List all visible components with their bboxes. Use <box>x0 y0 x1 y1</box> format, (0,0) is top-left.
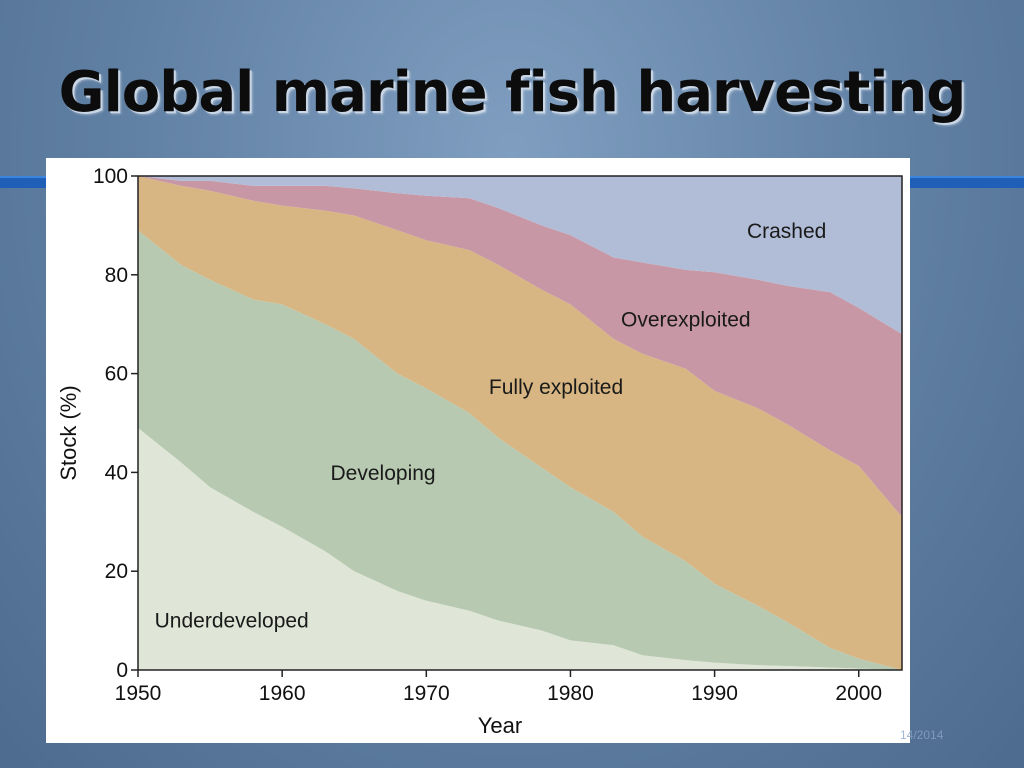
area-developing <box>138 230 902 671</box>
x-tick-label-2000: 2000 <box>835 682 882 705</box>
x-tick-label-1980: 1980 <box>547 682 594 705</box>
series-label-crashed: Crashed <box>747 220 826 243</box>
y-tick-label-100: 100 <box>93 165 128 188</box>
x-tick-label-1950: 1950 <box>115 682 162 705</box>
area-overexploited <box>138 176 902 517</box>
y-tick-label-40: 40 <box>105 461 128 484</box>
plot-frame <box>137 175 903 671</box>
y-axis-title: Stock (%) <box>56 385 81 480</box>
series-label-fully-exploited: Fully exploited <box>489 376 623 399</box>
y-tick-label-80: 80 <box>105 264 128 287</box>
series-label-underdeveloped: Underdeveloped <box>155 610 309 633</box>
area-underdeveloped <box>138 427 902 670</box>
x-tick-label-1960: 1960 <box>259 682 306 705</box>
y-tick-label-20: 20 <box>105 560 128 583</box>
x-axis-title: Year <box>478 713 522 738</box>
chart-panel: Underdeveloped Developing Fully exploited O… <box>46 158 910 743</box>
stacked-area-chart: Underdeveloped Developing Fully exploited O… <box>56 165 903 738</box>
x-tick-label-1970: 1970 <box>403 682 450 705</box>
y-tick-label-60: 60 <box>105 363 128 386</box>
series-label-developing: Developing <box>331 462 436 485</box>
slide-date: 14/2014 <box>900 728 944 742</box>
x-tick-label-1990: 1990 <box>691 682 738 705</box>
y-tick-label-0: 0 <box>116 659 128 682</box>
slide-title: Global marine fish harvesting <box>58 60 967 125</box>
area-crashed <box>138 176 902 335</box>
area-fully-exploited <box>138 176 902 670</box>
series-label-overexploited: Overexploited <box>621 308 751 331</box>
